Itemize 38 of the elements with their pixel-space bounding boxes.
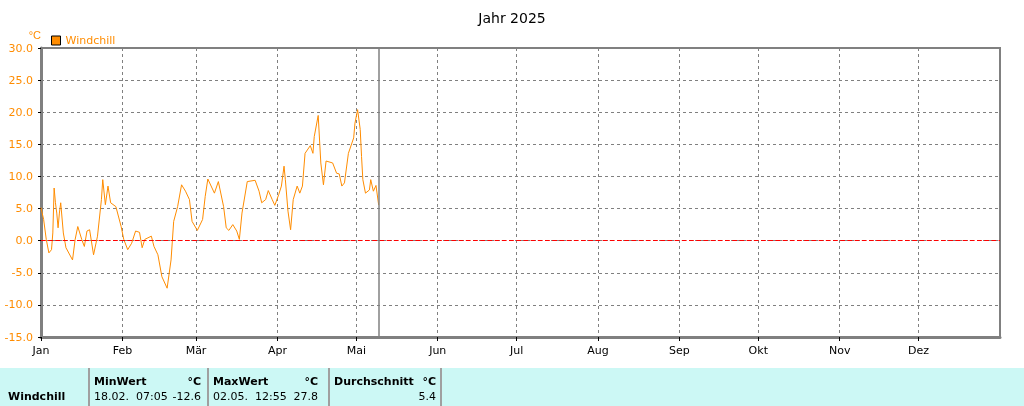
x-tick-label: Mär [185, 344, 207, 357]
y-tick-label: 10.0 [8, 169, 33, 183]
y-tick-label: 5.0 [15, 202, 33, 216]
text: MinWert [94, 375, 147, 388]
x-tick-label: Sep [669, 344, 690, 357]
text: 5.4 [418, 390, 436, 403]
x-tick-label: Jul [508, 344, 524, 357]
text: °C [187, 375, 201, 388]
x-tick-label: Mai [346, 344, 366, 357]
chart-title: Jahr 2025 [477, 10, 546, 26]
x-tick-label: Feb [112, 344, 133, 357]
y-tick-label: 0.0 [15, 234, 33, 248]
y-axis-title: °C [28, 28, 42, 41]
y-tick-label: 30.0 [8, 41, 33, 55]
legend-label: Windchill [65, 34, 116, 47]
x-tick-label: Jun [428, 344, 447, 357]
y-tick-label: -10.0 [4, 298, 33, 312]
y-tick-label: 20.0 [8, 105, 33, 119]
text: 27.8 [293, 390, 318, 403]
text: 02.05. 12:55 [213, 390, 287, 403]
x-tick-label: Dez [908, 344, 930, 357]
y-tick-label: 25.0 [8, 73, 33, 87]
text: 18.02. 07:05 [94, 390, 168, 403]
x-tick-label: Jan [31, 344, 50, 357]
text: -12.6 [172, 390, 201, 403]
x-tick-label: Apr [267, 344, 288, 357]
line-series [40, 109, 380, 289]
y-tick-label: -5.0 [11, 266, 33, 280]
text: °C [304, 375, 318, 388]
y-tick-label: 15.0 [8, 137, 33, 151]
x-tick-label: Nov [828, 344, 851, 357]
text: MaxWert [213, 375, 269, 388]
x-tick-label: Aug [587, 344, 609, 357]
text: °C [422, 375, 436, 388]
x-tick-label: Okt [748, 344, 769, 357]
text: Windchill [8, 390, 66, 403]
text: Durchschnitt [334, 375, 414, 388]
y-tick-label: -15.0 [4, 330, 33, 344]
